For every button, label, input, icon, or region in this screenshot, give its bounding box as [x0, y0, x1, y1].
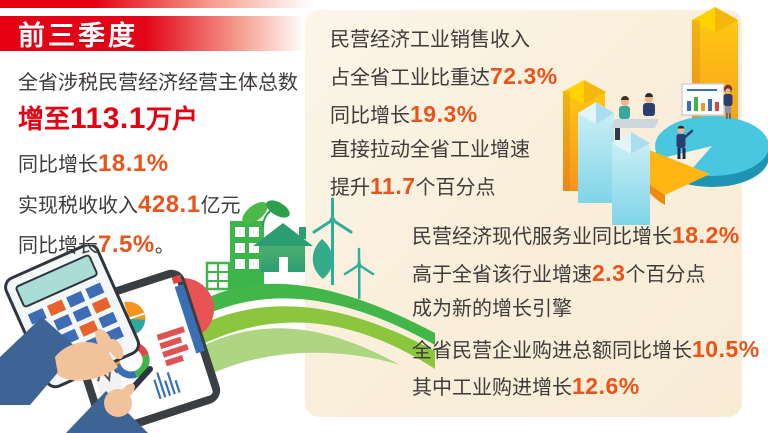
wind-turbine-icon [312, 197, 353, 285]
stat-prefix: 同比增长 [18, 154, 98, 176]
standing-man-icon [676, 125, 694, 159]
stat-drive-speed: 直接拉动全省工业增速 [330, 138, 530, 163]
stat-text: 成为新的增长引擎 [412, 298, 572, 320]
small-building-icon [205, 261, 231, 291]
tablet-column-lines-icon [153, 371, 181, 400]
stat-text: 全省涉税民营经济经营主体总数 [18, 72, 298, 94]
stat-services-growth: 民营经济现代服务业同比增长18.2% [412, 221, 740, 250]
stat-prefix: 高于全省该行业增速 [412, 264, 592, 286]
stat-prefix: 提升 [330, 177, 370, 199]
stat-value: 18.2% [672, 222, 740, 248]
house-icon [253, 223, 313, 272]
stat-text: 直接拉动全省工业增速 [330, 139, 530, 161]
stat-suffix: 个百分点 [415, 177, 496, 199]
stat-value: 12.6% [572, 373, 640, 399]
stat-total-entities: 全省涉税民营经济经营主体总数 [18, 71, 298, 96]
stat-industrial-share: 占全省工业比重达72.3% [330, 62, 558, 91]
stat-suffix: 万户 [145, 104, 198, 134]
left-hand-icon [0, 317, 124, 405]
tablet-bar-chart-icon [156, 326, 189, 367]
stat-industrial-purchase: 其中工业购进增长12.6% [412, 372, 640, 401]
stat-prefix: 占全省工业比重达 [330, 67, 490, 89]
calculator-tablet-illustration [0, 245, 221, 433]
pie-slice-orange-icon [640, 150, 710, 205]
green-building-icon [230, 221, 264, 291]
stat-value: 10.5% [692, 336, 760, 362]
stat-value: 19.3% [410, 101, 478, 127]
stat-new-engine: 成为新的增长引擎 [412, 297, 572, 322]
meeting-people-icon [611, 93, 659, 140]
stat-entities-growth: 同比增长18.1% [18, 149, 169, 179]
stat-above-average: 高于全省该行业增速2.3个百分点 [412, 259, 705, 288]
stat-prefix: 增至 [18, 104, 71, 134]
pen-hand-icon [66, 366, 153, 433]
header-banner: 前三季度 [0, 16, 305, 51]
page-title: 前三季度 [18, 21, 138, 51]
bar-column-front-cyan-icon [612, 132, 650, 225]
stat-industrial-growth: 同比增长19.3% [330, 100, 478, 129]
stat-text: 民营经济工业销售收入 [330, 29, 530, 51]
stat-industrial-sales: 民营经济工业销售收入 [330, 28, 530, 53]
stat-value: 428.1 [138, 191, 201, 218]
stat-value: 18.1% [98, 150, 169, 177]
stat-tax-revenue: 实现税收收入428.1亿元 [18, 190, 241, 220]
green-field-illustration [185, 283, 435, 389]
stat-purchase-total: 全省民营企业购进总额同比增长10.5% [412, 335, 760, 364]
stat-prefix: 全省民营企业购进总额同比增长 [412, 340, 692, 362]
leaf-icon [242, 200, 290, 228]
presentation-board-icon [681, 83, 725, 116]
stat-prefix: 其中工业购进增长 [412, 377, 572, 399]
stat-prefix: 实现税收收入 [18, 195, 138, 217]
stat-suffix: 。 [154, 235, 175, 257]
stat-value: 72.3% [490, 63, 558, 89]
stat-prefix: 同比增长 [18, 235, 98, 257]
stat-suffix: 亿元 [200, 195, 241, 217]
stat-tax-growth: 同比增长7.5%。 [18, 230, 175, 260]
presenter-person-icon [723, 84, 733, 119]
tree-icon [312, 239, 333, 279]
3d-chart-illustration [562, 7, 768, 225]
stat-suffix: 个百分点 [625, 264, 706, 286]
stat-prefix: 民营经济现代服务业同比增长 [412, 226, 672, 248]
stat-value: 2.3 [592, 260, 626, 286]
stat-value: 11.7 [370, 173, 416, 199]
stat-value: 7.5% [98, 231, 155, 258]
bar-column-cyan-icon [578, 102, 614, 203]
wind-turbine-small-icon [343, 247, 375, 299]
eco-illustration [185, 197, 435, 389]
stat-prefix: 同比增长 [330, 105, 410, 127]
stat-entities-count: 增至113.1万户 [18, 100, 198, 138]
stat-value: 113.1 [70, 102, 146, 135]
stats-panel [305, 10, 742, 417]
stat-points-lift: 提升11.7个百分点 [330, 172, 496, 201]
banner-top-strip [0, 0, 312, 8]
